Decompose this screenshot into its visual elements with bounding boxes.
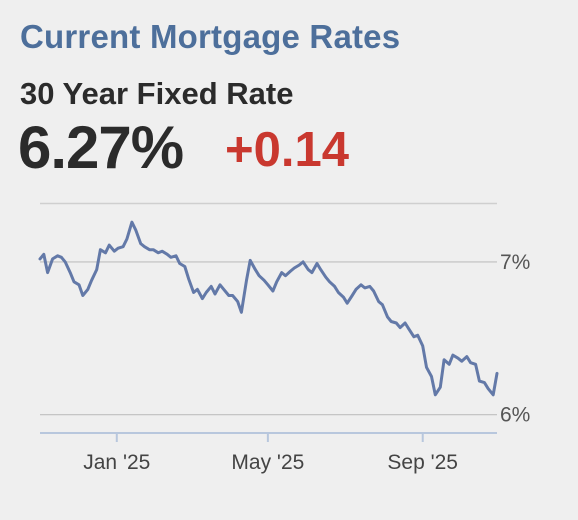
y-tick-label: 7% — [500, 251, 530, 274]
x-tick-label: May '25 — [231, 451, 304, 474]
product-name: 30 Year Fixed Rate — [20, 76, 294, 111]
series-layer — [38, 220, 499, 397]
series-line-0 — [38, 220, 499, 397]
rate-change: +0.14 — [225, 123, 349, 177]
current-rate: 6.27% — [18, 114, 184, 181]
y-axis-ticks: 7% 6% — [500, 251, 530, 427]
x-tick-label: Jan '25 — [83, 451, 150, 474]
x-axis-ticks: Jan '25 May '25 Sep '25 — [83, 433, 458, 474]
widget-title: Current Mortgage Rates — [20, 18, 401, 55]
gridlines — [40, 261, 497, 416]
x-tick-label: Sep '25 — [387, 451, 458, 474]
y-tick-label: 6% — [500, 404, 530, 427]
